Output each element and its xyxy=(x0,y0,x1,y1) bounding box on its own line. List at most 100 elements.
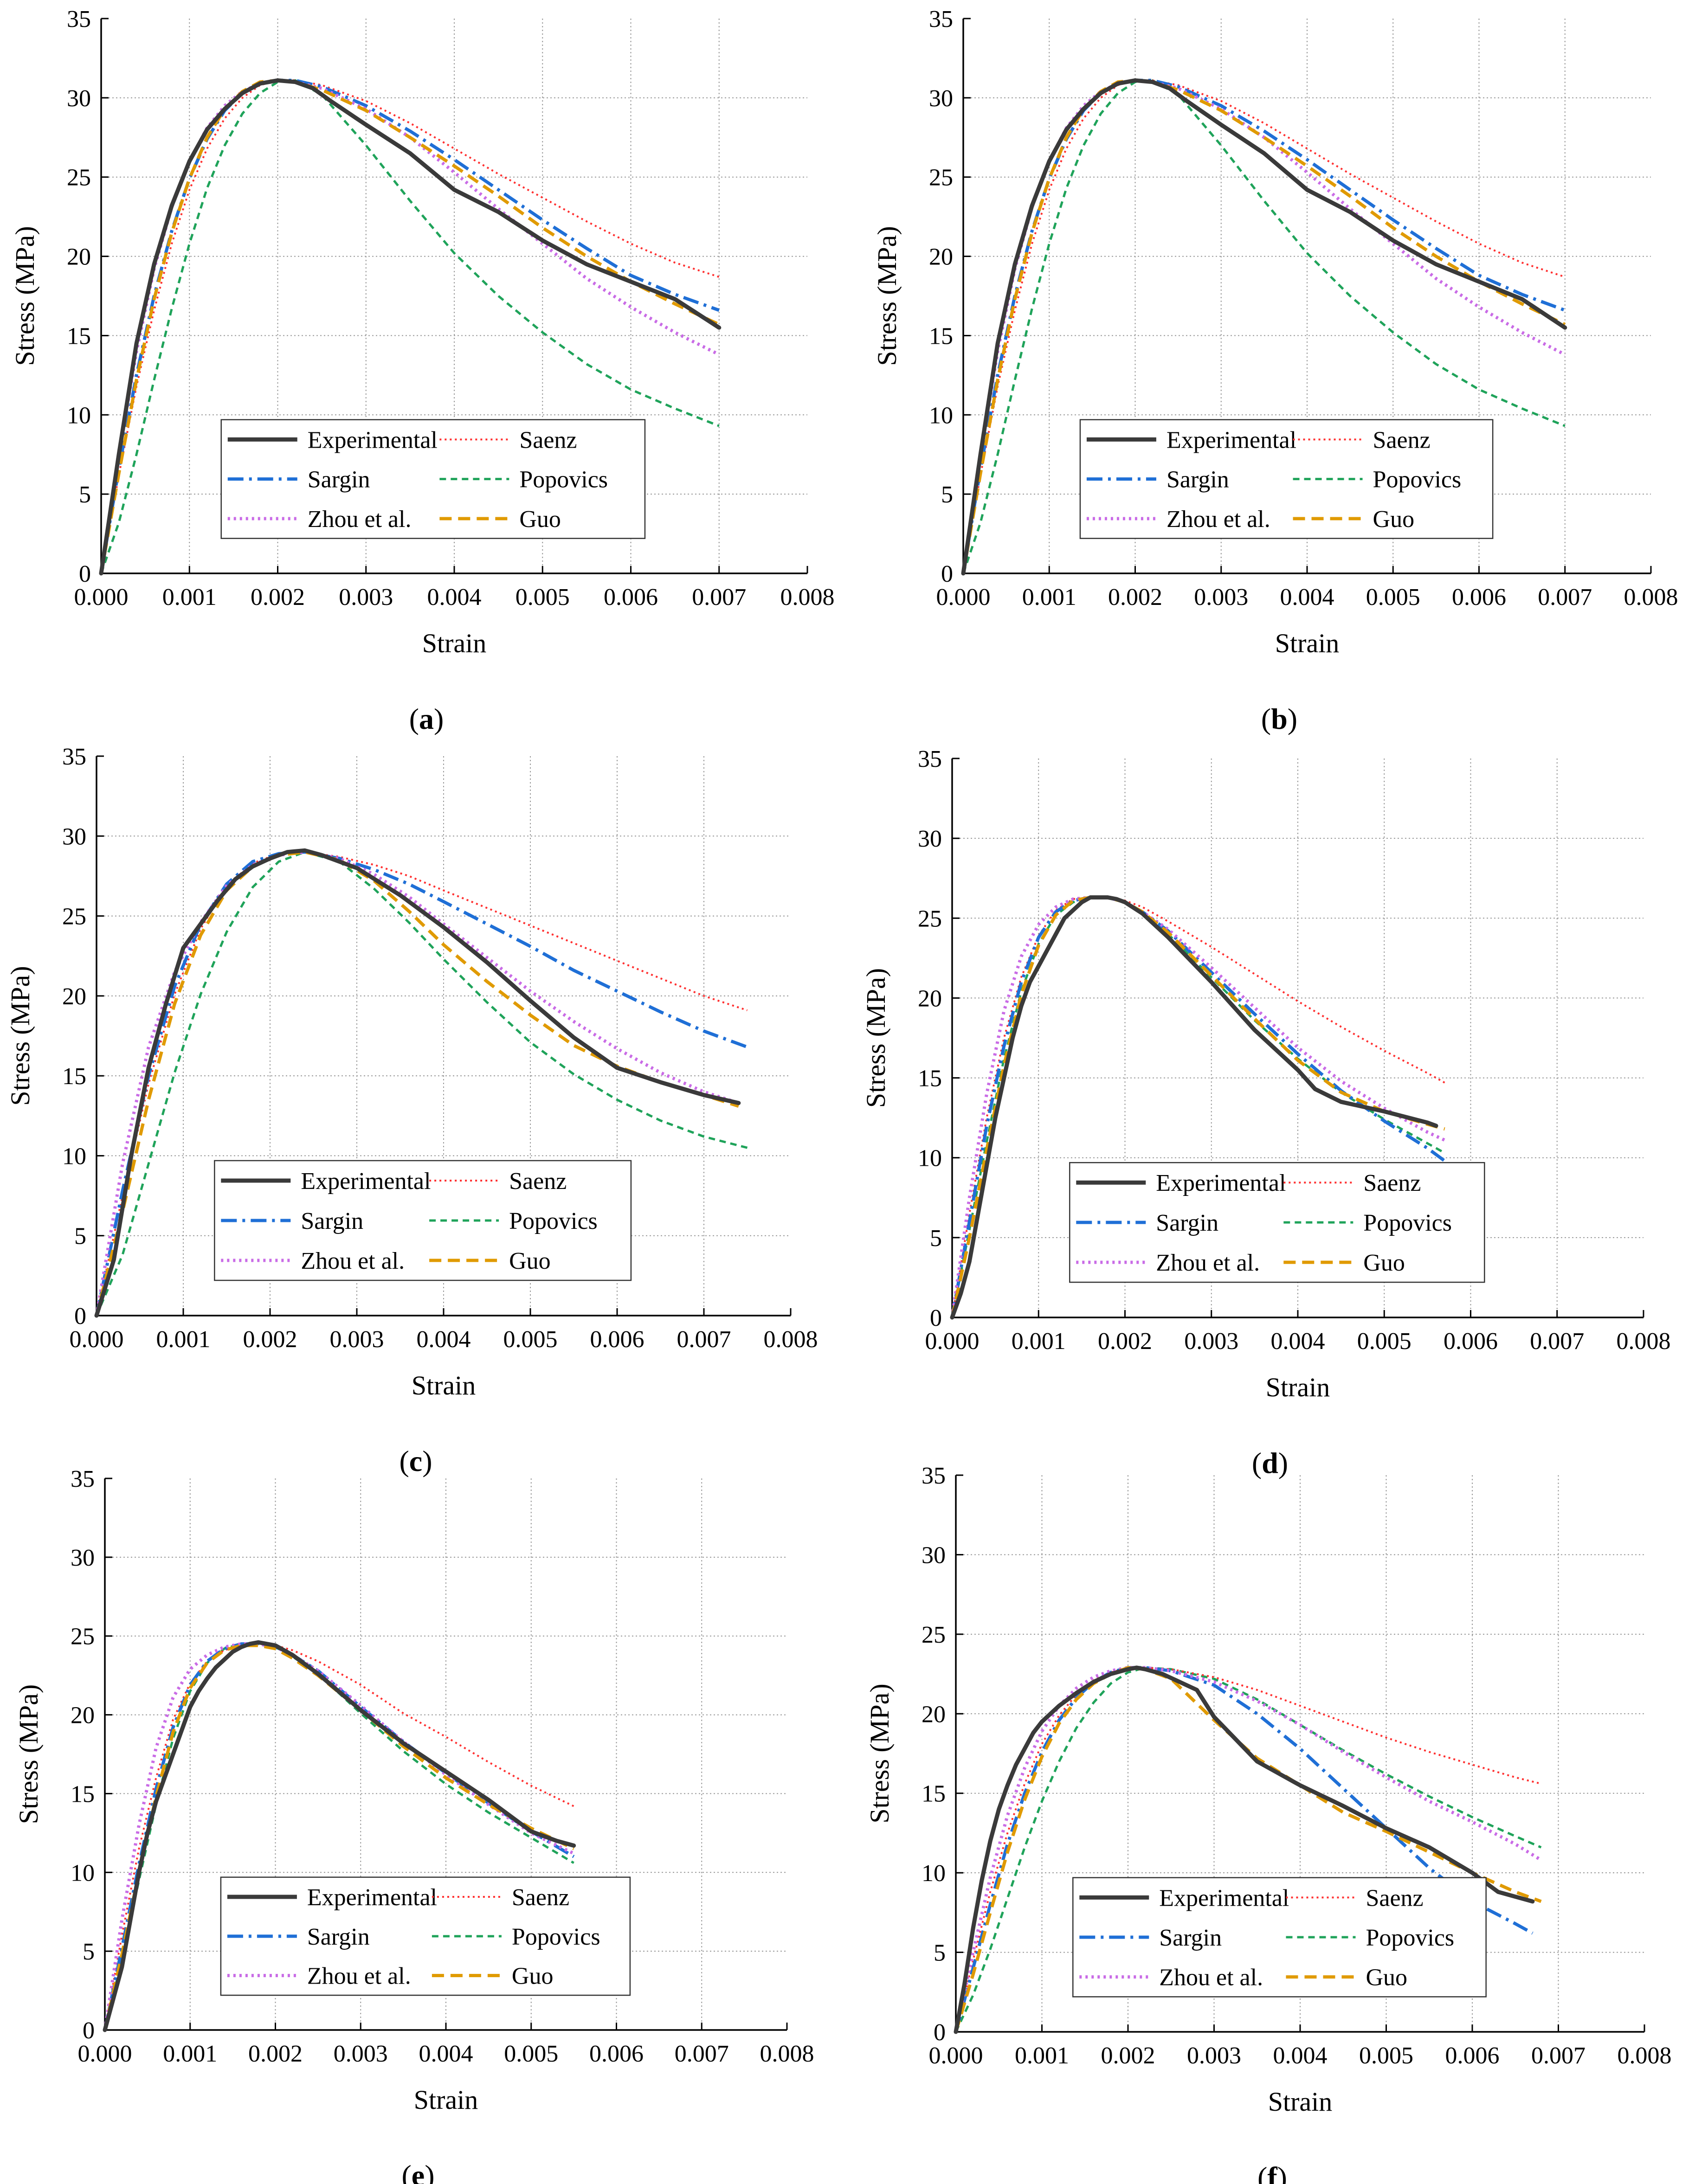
y-tick-label: 5 xyxy=(941,482,953,508)
series-line-experimental xyxy=(94,848,741,1318)
legend-label: Popovics xyxy=(512,1924,600,1950)
x-tick-label: 0.001 xyxy=(1012,1328,1066,1355)
x-tick-label: 0.005 xyxy=(1366,584,1420,610)
chart-panel-f: 0.000 0.001 0.002 0.003 0.004 0.005 0.006 0.007… xyxy=(864,1463,1672,2184)
y-tick-label: 35 xyxy=(929,6,953,32)
y-tick-label: 20 xyxy=(67,244,91,270)
legend-label: Guo xyxy=(1363,1250,1405,1276)
y-tick-label: 15 xyxy=(62,1063,86,1090)
legend-label: Saenz xyxy=(519,427,577,453)
legend-label: Zhou et al. xyxy=(308,506,412,533)
series-line-experimental xyxy=(954,1665,1535,2034)
y-tick-label: 0 xyxy=(83,2017,95,2044)
x-tick-label: 0.001 xyxy=(156,1326,211,1353)
y-tick-label: 20 xyxy=(922,1701,946,1728)
x-tick-label: 0.003 xyxy=(339,584,393,610)
legend-label: Sargin xyxy=(1167,467,1229,493)
legend-label: Popovics xyxy=(1373,467,1462,493)
y-tick-label: 30 xyxy=(929,85,953,112)
y-tick-label: 25 xyxy=(929,165,953,191)
y-tick-label: 30 xyxy=(71,1545,95,1571)
x-tick-label: 0.000 xyxy=(70,1326,124,1353)
x-tick-label: 0.001 xyxy=(1022,584,1076,610)
y-tick-label: 30 xyxy=(67,85,91,112)
x-axis-label: Strain xyxy=(422,628,487,658)
x-tick-label: 0.008 xyxy=(1624,584,1678,610)
x-tick-label: 0.008 xyxy=(760,2041,814,2067)
legend-label: Saenz xyxy=(512,1884,569,1911)
y-tick-label: 10 xyxy=(922,1860,946,1887)
y-tick-label: 15 xyxy=(922,1781,946,1807)
legend: Experimental Saenz Sargin Popovics Zhou et a… xyxy=(220,1876,631,1996)
x-tick-label: 0.008 xyxy=(1617,1328,1671,1355)
y-tick-label: 25 xyxy=(922,1622,946,1648)
y-tick-label: 25 xyxy=(62,904,86,930)
chart-panel-b: 0.000 0.001 0.002 0.003 0.004 0.005 0.006 0.007… xyxy=(872,6,1678,735)
legend-label: Sargin xyxy=(1156,1210,1218,1236)
x-axis-label: Strain xyxy=(1266,1372,1330,1402)
x-tick-label: 0.004 xyxy=(1280,584,1334,610)
legend-label: Zhou et al. xyxy=(1156,1250,1260,1276)
series-line-experimental xyxy=(961,78,1567,576)
legend-label: Experimental xyxy=(1156,1170,1286,1196)
y-tick-label: 5 xyxy=(74,1223,86,1250)
x-tick-label: 0.007 xyxy=(1538,584,1592,610)
panel-label: (f) xyxy=(1257,2161,1287,2184)
legend: Experimental Saenz Sargin Popovics Zhou et a… xyxy=(1079,419,1494,539)
x-tick-label: 0.006 xyxy=(1444,1328,1498,1355)
legend: Experimental Saenz Sargin Popovics Zhou et a… xyxy=(220,419,646,539)
y-tick-label: 10 xyxy=(67,402,91,429)
x-tick-label: 0.002 xyxy=(1101,2043,1155,2069)
y-tick-label: 35 xyxy=(71,1466,95,1492)
chart-panel-a: 0.000 0.001 0.002 0.003 0.004 0.005 0.006 0.007… xyxy=(10,6,835,735)
legend-label: Sargin xyxy=(308,467,370,493)
legend-label: Popovics xyxy=(519,467,608,493)
y-tick-label: 25 xyxy=(918,906,942,932)
x-tick-label: 0.002 xyxy=(243,1326,297,1353)
y-axis-label: Stress (MPa) xyxy=(872,226,902,366)
x-tick-label: 0.008 xyxy=(764,1326,818,1353)
x-tick-label: 0.008 xyxy=(1618,2043,1672,2069)
series-line-saenz xyxy=(100,79,720,574)
y-tick-label: 15 xyxy=(67,323,91,349)
legend-label: Saenz xyxy=(1373,427,1431,453)
legend-label: Saenz xyxy=(1366,1885,1423,1911)
legend-label: Sargin xyxy=(1159,1925,1222,1951)
y-tick-label: 20 xyxy=(71,1702,95,1729)
y-tick-label: 20 xyxy=(918,985,942,1012)
y-tick-label: 0 xyxy=(79,561,91,587)
x-axis-label: Strain xyxy=(414,2085,478,2115)
x-tick-label: 0.007 xyxy=(692,584,746,610)
y-tick-label: 0 xyxy=(934,2019,946,2046)
chart-panel-c: 0.000 0.001 0.002 0.003 0.004 0.005 0.006 0.007… xyxy=(5,744,818,1477)
y-tick-label: 10 xyxy=(929,402,953,429)
x-tick-label: 0.006 xyxy=(590,1326,644,1353)
series-line-zhou-et-al xyxy=(99,78,720,574)
series-line-guo xyxy=(103,1644,575,2030)
y-tick-label: 10 xyxy=(71,1860,95,1886)
legend-label: Zhou et al. xyxy=(301,1248,405,1274)
y-axis-label: Stress (MPa) xyxy=(5,966,35,1105)
y-tick-label: 20 xyxy=(62,983,86,1010)
legend-label: Guo xyxy=(519,506,561,533)
legend-label: Guo xyxy=(512,1963,554,1990)
x-tick-label: 0.007 xyxy=(675,2041,729,2067)
y-tick-label: 5 xyxy=(79,482,91,508)
x-tick-label: 0.001 xyxy=(163,2041,217,2067)
x-tick-label: 0.007 xyxy=(677,1326,731,1353)
legend-label: Sargin xyxy=(301,1208,363,1234)
panel-label: (d) xyxy=(1252,1446,1288,1479)
x-tick-label: 0.002 xyxy=(248,2041,303,2067)
series-line-guo xyxy=(99,78,720,574)
x-axis-label: Strain xyxy=(1268,2087,1333,2117)
x-tick-label: 0.006 xyxy=(1445,2043,1500,2069)
series-line-guo xyxy=(954,1666,1542,2033)
series-line-sargin xyxy=(103,1642,575,2030)
legend-label: Zhou et al. xyxy=(307,1963,411,1990)
x-tick-label: 0.007 xyxy=(1530,1328,1584,1355)
y-axis-label: Stress (MPa) xyxy=(13,1684,44,1824)
chart-panel-d: 0.000 0.001 0.002 0.003 0.004 0.005 0.006 0.007… xyxy=(861,746,1671,1479)
x-tick-label: 0.004 xyxy=(427,584,482,610)
y-tick-label: 10 xyxy=(62,1143,86,1169)
y-tick-label: 15 xyxy=(929,323,953,349)
